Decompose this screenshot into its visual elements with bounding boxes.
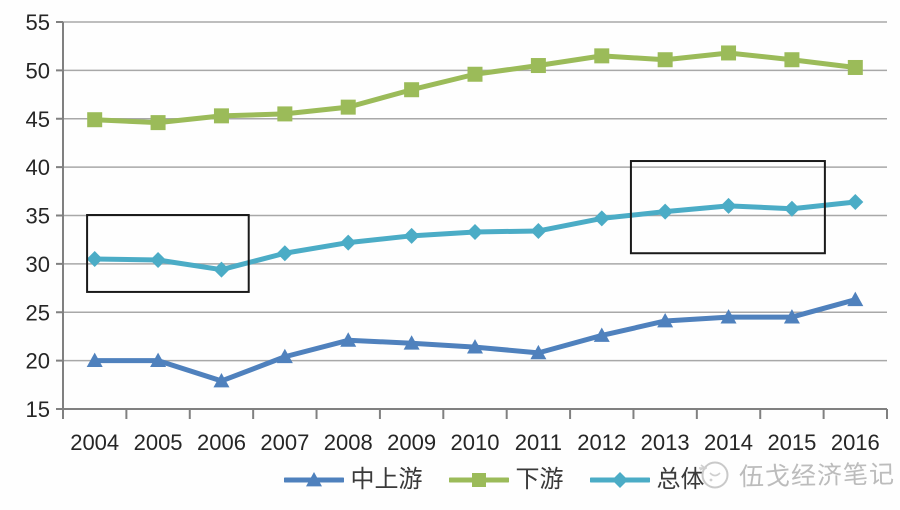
x-axis-label: 2015 [767,430,816,455]
x-axis-label: 2008 [324,430,373,455]
data-point-marker [657,203,674,220]
legend-label: 下游 [515,466,564,493]
data-point-marker [86,352,103,368]
data-point-marker [530,344,547,360]
y-axis-label: 25 [26,300,50,325]
data-point-marker [657,52,673,68]
y-axis-label: 50 [26,58,50,83]
data-point-marker [783,200,800,217]
x-axis-label: 2004 [70,430,119,455]
data-point-marker [276,245,293,262]
data-point-marker [784,52,800,68]
x-axis-label: 2010 [451,430,500,455]
watermark-text: 伍戈经济笔记 [738,460,896,492]
data-point-marker [721,45,737,61]
data-point-marker [657,312,674,328]
x-axis-label: 2005 [134,430,183,455]
data-point-marker [847,291,864,307]
series-中上游 [86,291,864,388]
legend-label: 中上游 [350,466,423,493]
data-point-marker [467,66,483,82]
data-point-marker [213,261,230,278]
x-axis-label: 2012 [577,430,626,455]
data-point-marker [594,48,610,64]
data-point-marker [611,472,628,488]
x-axis-label: 2007 [260,430,309,455]
y-axis-label: 40 [26,155,50,180]
data-point-marker [150,352,167,368]
y-axis-label: 15 [26,397,50,422]
legend-marker-triangle-icon [283,472,344,487]
data-point-marker [467,223,483,240]
legend-item-1: 中上游 [283,466,423,493]
data-point-marker [403,335,420,350]
data-point-marker [467,339,483,354]
data-point-marker [593,210,610,227]
data-point-marker [847,193,864,210]
data-point-marker [86,251,103,268]
legend-marker-square-icon [448,473,509,487]
chart-legend: 中上游 下游 总体 [0,460,900,500]
y-axis-label: 20 [26,349,50,374]
data-point-marker [87,112,103,128]
legend-label: 总体 [656,466,705,493]
data-point-marker [305,472,322,487]
data-point-marker [530,222,547,239]
data-point-marker [720,309,737,324]
data-point-marker [150,252,167,269]
x-axis-label: 2011 [515,430,562,455]
x-axis-label: 2013 [641,430,690,455]
watermark-logo-icon [699,461,729,489]
data-point-marker [340,99,356,115]
watermark: 伍戈经济笔记 [697,456,895,492]
annotation-highlight-2013-2015-plateau [629,160,826,255]
legend-item-2: 下游 [448,466,564,493]
y-axis-label: 55 [26,10,50,35]
x-axis-label: 2009 [387,430,436,455]
y-axis-label: 30 [26,252,50,277]
data-point-marker [277,106,293,122]
data-point-marker [276,348,293,364]
x-axis-label: 2014 [704,430,753,455]
data-point-marker [471,473,486,487]
data-point-marker [783,309,800,324]
data-point-marker [404,82,420,98]
series-总体 [86,193,864,278]
y-axis-label: 35 [26,204,50,229]
x-axis-label: 2016 [831,430,880,455]
data-point-marker [213,372,230,388]
series-line [92,50,858,126]
data-point-marker [403,227,420,244]
data-point-marker [530,58,546,74]
data-point-marker [593,327,610,342]
data-point-marker [340,234,357,251]
legend-marker-diamond-icon [589,472,650,488]
data-point-marker [847,59,863,75]
x-axis-label: 2006 [197,430,246,455]
data-point-marker [340,332,357,347]
y-axis-label: 45 [26,107,50,132]
data-point-marker [150,115,166,131]
annotation-highlight-2004-2006-dip [86,214,250,293]
data-point-marker [720,197,737,214]
data-point-marker [213,108,229,124]
series-下游 [87,45,863,131]
legend-item-3: 总体 [589,466,705,493]
